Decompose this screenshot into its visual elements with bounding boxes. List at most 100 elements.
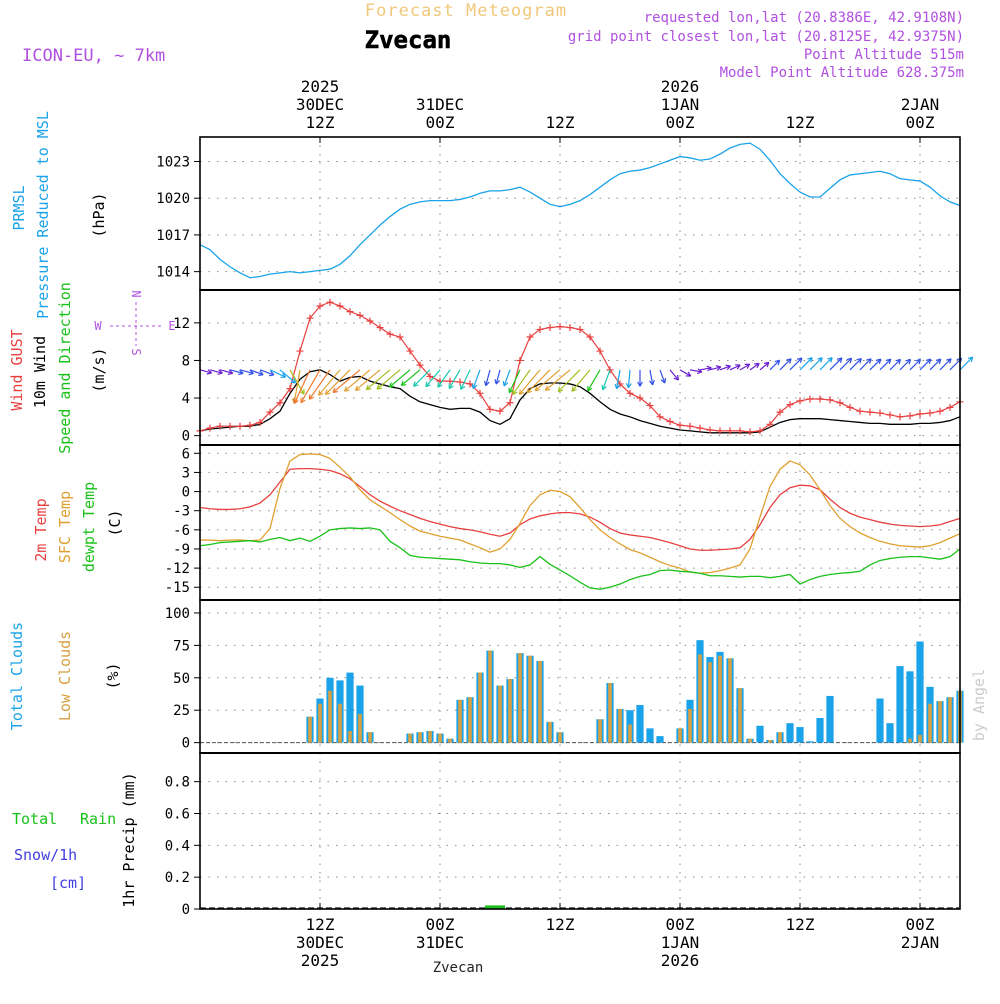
y-tick-label: 3: [182, 465, 190, 481]
wind-arrow-head: [846, 357, 853, 364]
wind-arrow: [799, 357, 813, 371]
wind-arrow-head: [915, 358, 922, 365]
total-cloud-bar: [346, 672, 354, 743]
bottom-time-label: 2JAN: [901, 933, 940, 952]
top-time-label: 00Z: [426, 113, 455, 132]
location-title: Zvecan: [365, 26, 452, 54]
y-tick-label: 1023: [156, 154, 190, 170]
total-cloud-bar: [796, 727, 804, 743]
gust-marker: [706, 426, 714, 434]
gust-marker: [266, 408, 274, 416]
wind-gust-line: [199, 301, 961, 433]
wind-arrow-head: [437, 382, 443, 388]
panel-3: 0 25 50 75 100: [165, 600, 960, 753]
wind-arrow-head: [332, 387, 339, 394]
wind-arrow-head: [365, 384, 372, 391]
wind-arrow: [709, 366, 721, 371]
wind-arrow: [503, 369, 511, 387]
gust-marker: [336, 302, 344, 310]
wind-arrow: [649, 369, 654, 385]
gust-marker: [786, 401, 794, 409]
gust-marker: [416, 361, 424, 369]
wind-arrow: [699, 367, 712, 371]
gust-marker: [586, 333, 594, 341]
wind-arrow: [929, 358, 942, 371]
wind-arrow: [219, 369, 233, 374]
y-tick-label: 8: [182, 353, 190, 369]
gust-marker: [376, 324, 384, 332]
low-cloud-bar: [498, 685, 502, 743]
wind-arrow: [669, 369, 679, 381]
compass-south: S: [129, 348, 143, 355]
gust-marker: [506, 399, 514, 407]
wind-arrow-head: [318, 390, 324, 396]
total-cloud-bar: [876, 698, 884, 743]
gust-marker: [546, 324, 554, 332]
total-cloud-bar: [756, 725, 764, 743]
wind-arrow-head: [866, 358, 872, 364]
wind-arrow-head: [526, 387, 533, 394]
wind-arrow: [557, 369, 581, 393]
gust-marker: [316, 302, 324, 310]
wind-arrow: [719, 365, 731, 371]
wind-arrow: [749, 362, 760, 371]
wind-arrow: [729, 364, 741, 371]
panel-1: 0 4 8 12: [173, 290, 960, 445]
wind-arrow: [809, 357, 823, 371]
wind-arrow-head: [774, 359, 781, 366]
wind-arrow: [919, 358, 932, 371]
gust-marker: [746, 428, 754, 436]
gust-marker: [406, 347, 414, 355]
low-cloud-bar: [628, 724, 632, 743]
bottom-time-label: 31DEC: [416, 933, 464, 952]
wind-arrow: [859, 358, 872, 371]
top-time-label: 2025: [301, 77, 340, 96]
total-cloud-bar: [646, 728, 654, 743]
low-cloud-bar: [418, 732, 422, 743]
y-tick-label: 0.6: [165, 806, 190, 822]
wind-arrow-head: [895, 358, 902, 365]
wind-speed-dir-label: Speed and Direction: [56, 282, 74, 454]
temp-2m-label: 2m Temp: [32, 498, 50, 561]
low-cloud-bar: [908, 738, 912, 743]
total-cloud-bar: [906, 671, 914, 743]
low-cloud-bar: [938, 701, 942, 743]
wind-arrow-head: [544, 385, 551, 392]
gust-marker: [806, 395, 814, 403]
gust-marker: [876, 409, 884, 417]
wind-arrow-head: [324, 389, 331, 396]
wind-arrow: [289, 369, 305, 395]
wind-arrow-head: [786, 358, 792, 364]
y-tick-label: 1014: [156, 265, 190, 281]
panel-frame: [199, 752, 961, 910]
wind-arrow-head: [827, 357, 833, 363]
wind-arrow-head: [293, 398, 299, 405]
gust-marker: [776, 408, 784, 416]
panel-frame: [199, 599, 961, 754]
wind-arrow-head: [673, 374, 680, 381]
low-cloud-bar: [518, 653, 522, 743]
gust-marker: [306, 314, 314, 322]
wind-arrow-head: [557, 386, 564, 393]
gust-marker: [326, 298, 334, 306]
wind-arrow-head: [571, 386, 577, 392]
y-tick-label: 50: [173, 671, 190, 687]
wind-arrow: [472, 369, 481, 389]
wind-arrow: [344, 369, 371, 392]
wind-arrow: [789, 357, 803, 371]
low-cloud-bar: [468, 697, 472, 743]
cloud-unit: (%): [104, 662, 122, 689]
gust-marker: [486, 405, 494, 413]
gust-marker: [236, 422, 244, 430]
wind-arrow: [318, 369, 341, 396]
wind-arrow-head: [494, 379, 501, 385]
y-tick-label: -3: [173, 504, 190, 520]
pressure-label-2: Pressure Reduced to MSL: [34, 111, 52, 319]
cloud-axis-title: Total Clouds Low Clouds (%): [8, 622, 122, 730]
wind-arrow: [389, 369, 411, 388]
gust-marker: [246, 421, 254, 429]
total-cloud-bar: [636, 705, 644, 743]
wind-arrow-head: [875, 358, 882, 365]
wind-arrow-head: [796, 357, 803, 363]
temp-axis-title: 2m Temp SFC Temp dewpt Temp (C): [32, 482, 124, 572]
